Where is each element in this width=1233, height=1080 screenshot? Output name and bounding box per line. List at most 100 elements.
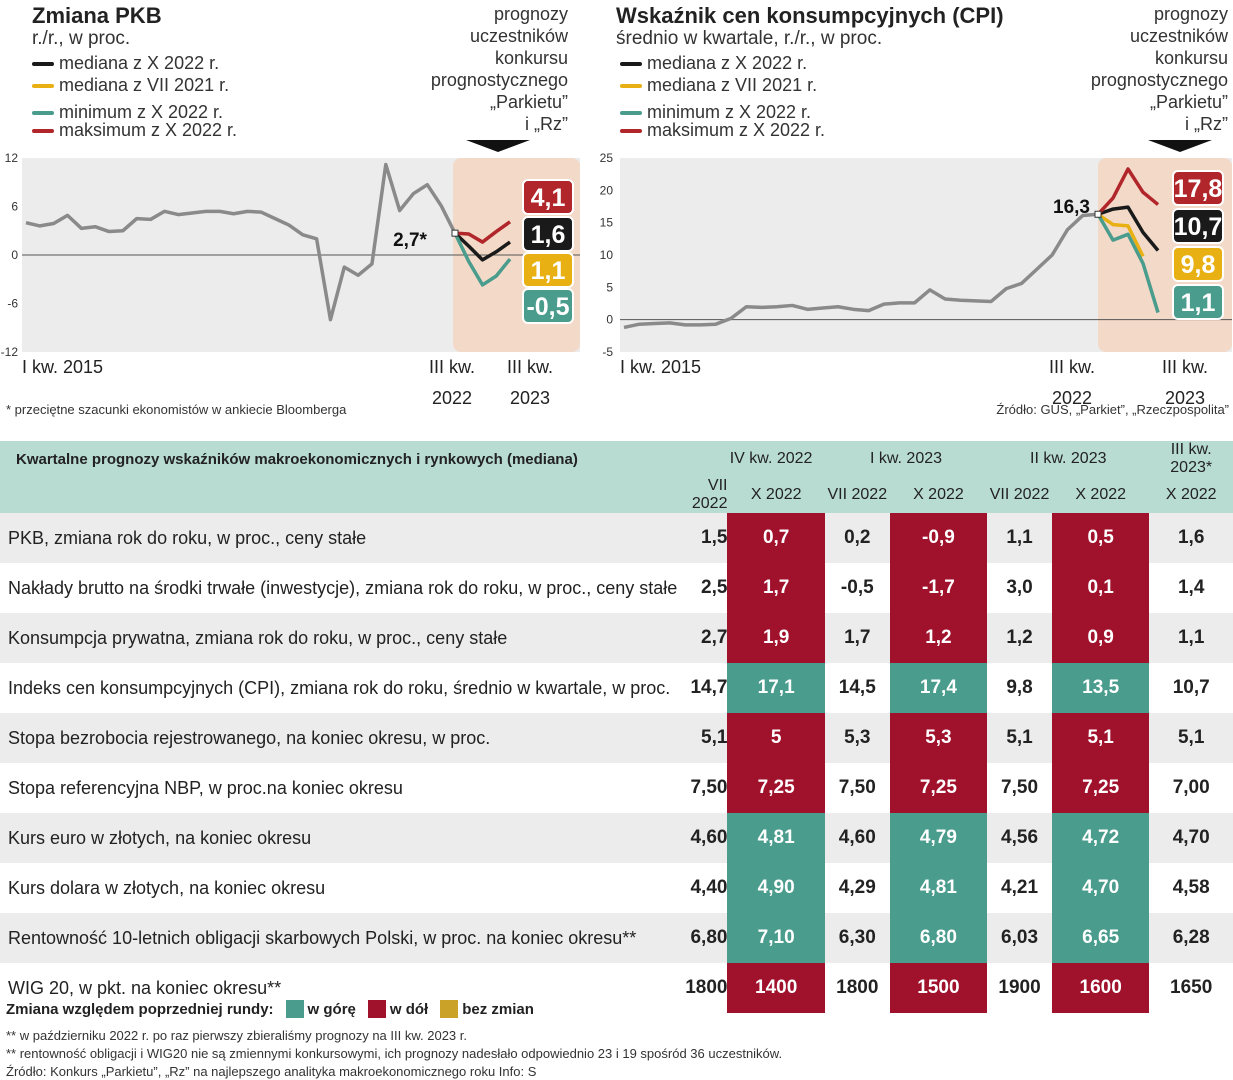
legend-label: maksimum z X 2022 r.	[647, 120, 826, 140]
x-label-end: 2023	[1165, 388, 1205, 408]
y-tick-label: -5	[602, 345, 613, 359]
row-value: 7,10	[727, 913, 825, 963]
history-end-marker	[1094, 210, 1102, 218]
row-label: Indeks cen konsumpcyjnych (CPI), zmiana …	[8, 677, 671, 698]
row-value: 7,25	[727, 763, 825, 813]
row-label: Konsumpcja prywatna, zmiana rok do roku,…	[0, 613, 678, 663]
row-value: 5	[727, 713, 825, 763]
row-value: -0,5	[840, 577, 874, 598]
row-value: 17,1	[727, 663, 825, 713]
note-line: uczestników	[1129, 26, 1228, 46]
chart2-legend-median-vii: mediana z VII 2021 r.	[620, 75, 817, 96]
note-line: prognozy	[493, 4, 568, 24]
value-badge	[1172, 246, 1224, 282]
row-value: 6,80	[889, 913, 988, 963]
row-value: 6,03	[987, 913, 1052, 963]
value-badge-label: 4,1	[531, 184, 566, 212]
legend-same-swatch	[440, 1000, 459, 1018]
row-value: -0,9	[889, 513, 988, 563]
legend-swatch	[32, 110, 54, 115]
table-row: Rentowność 10-letnich obligacji skarbowy…	[0, 913, 1233, 963]
forecast-series-line	[1096, 213, 1160, 314]
legend-label: mediana z VII 2021 r.	[647, 75, 818, 95]
forecast-table: Kwartalne prognozy wskaźników makroekono…	[0, 441, 1233, 1013]
value-badge-label: 1,1	[531, 257, 566, 285]
row-value: 4,29	[838, 877, 876, 898]
y-tick-label: -6	[7, 297, 18, 311]
y-tick-label: 15	[600, 216, 614, 230]
value-badge-label: 17,8	[1174, 175, 1223, 203]
period-header: IV kw. 2022	[677, 441, 825, 477]
y-tick-label: 10	[600, 248, 614, 262]
legend-down-swatch	[367, 1000, 386, 1018]
value-badge-label: -0,5	[526, 293, 569, 321]
row-value: 4,21	[1001, 877, 1039, 898]
value-badge	[522, 179, 574, 215]
row-value: 13,5	[1051, 663, 1150, 713]
table-row: Indeks cen konsumpcyjnych (CPI), zmiana …	[0, 663, 1233, 713]
legend-label: mediana z VII 2021 r.	[59, 75, 230, 95]
note-line: konkursu	[1154, 48, 1228, 68]
value-badge	[522, 252, 574, 288]
note-line: prognozy	[1153, 4, 1228, 24]
chart1-legend-min: minimum z X 2022 r.	[32, 102, 223, 123]
row-value: 10,7	[1172, 677, 1210, 698]
row-value: 0,9	[1051, 613, 1150, 663]
chart1-legend-max: maksimum z X 2022 r.	[32, 120, 237, 141]
subcol-header: VII 2022	[677, 477, 728, 513]
row-value: 4,70	[1149, 813, 1233, 863]
legend-title: Zmiana względem poprzedniej rundy:	[6, 1000, 274, 1018]
row-label: PKB, zmiana rok do roku, w proc., ceny s…	[0, 513, 678, 563]
row-value: 0,2	[824, 513, 890, 563]
forecast-series-line	[1097, 212, 1145, 258]
y-tick-label: 6	[11, 200, 18, 214]
change-legend: Zmiana względem poprzedniej rundy: w gór…	[6, 1000, 534, 1018]
chart1-legend-median-vii: mediana z VII 2021 r.	[32, 75, 229, 96]
value-badge	[1172, 284, 1224, 320]
row-value: 14,7	[690, 677, 728, 698]
row-value: 7,25	[889, 763, 988, 813]
table-row: WIG 20, w pkt. na koniec okresu** 1800 140…	[0, 963, 1233, 1013]
row-label: Kurs euro w złotych, na koniec okresu	[0, 813, 678, 863]
row-value: 1650	[1170, 977, 1213, 998]
chart1-forecast-note: prognozy uczestników konkursu prognostyc…	[400, 3, 568, 135]
row-value: 6,30	[824, 913, 890, 963]
legend-label: maksimum z X 2022 r.	[59, 120, 238, 140]
row-value: 9,8	[1006, 677, 1033, 698]
legend-swatch	[32, 83, 54, 88]
y-tick-label: 12	[5, 151, 19, 165]
legend-swatch	[620, 128, 642, 133]
value-badge-label: 1,6	[531, 221, 566, 249]
row-value: 2,7	[677, 613, 728, 663]
row-value: -1,7	[889, 563, 988, 613]
x-label-mid: 2022	[432, 388, 472, 408]
row-value: 1900	[998, 977, 1041, 998]
row-value: 1800	[836, 977, 879, 998]
row-value: 5,1	[1051, 713, 1150, 763]
history-end-label: 16,3	[1053, 197, 1090, 218]
y-tick-label: 5	[606, 280, 613, 294]
row-value: 7,50	[1001, 777, 1039, 798]
table-row: PKB, zmiana rok do roku, w proc., ceny s…	[0, 513, 1233, 563]
value-badge-label: 9,8	[1181, 251, 1216, 279]
table-row: Kurs dolara w złotych, na koniec okresu 4…	[0, 863, 1233, 913]
chart1-title: Zmiana PKB	[32, 3, 162, 28]
x-label-start: I kw. 2015	[620, 357, 701, 377]
footnote-source: Źródło: Konkurs „Parkietu”, „Rz” na najl…	[6, 1064, 537, 1079]
x-label-end: 2023	[510, 388, 550, 408]
row-value: 7,00	[1172, 777, 1210, 798]
row-value: 1,2	[889, 613, 988, 663]
row-value: 1,9	[727, 613, 825, 663]
row-value: 5,1	[987, 713, 1052, 763]
row-value: 6,28	[1149, 913, 1233, 963]
value-badge	[1172, 170, 1224, 206]
period-header: I kw. 2023	[824, 441, 988, 477]
subcol-header: VII 2022	[987, 477, 1052, 513]
row-value: 1,7	[824, 613, 890, 663]
chart2-source: Źródło: GUS, „Parkiet”, „Rzeczpospolita”	[996, 402, 1229, 417]
row-value: 6,80	[677, 913, 728, 963]
chart2-title: Wskaźnik cen konsumpcyjnych (CPI)	[616, 3, 1004, 28]
y-tick-label: 20	[600, 183, 614, 197]
y-tick-label: -12	[1, 345, 19, 359]
row-label: Rentowność 10-letnich obligacji skarbowy…	[0, 913, 678, 963]
